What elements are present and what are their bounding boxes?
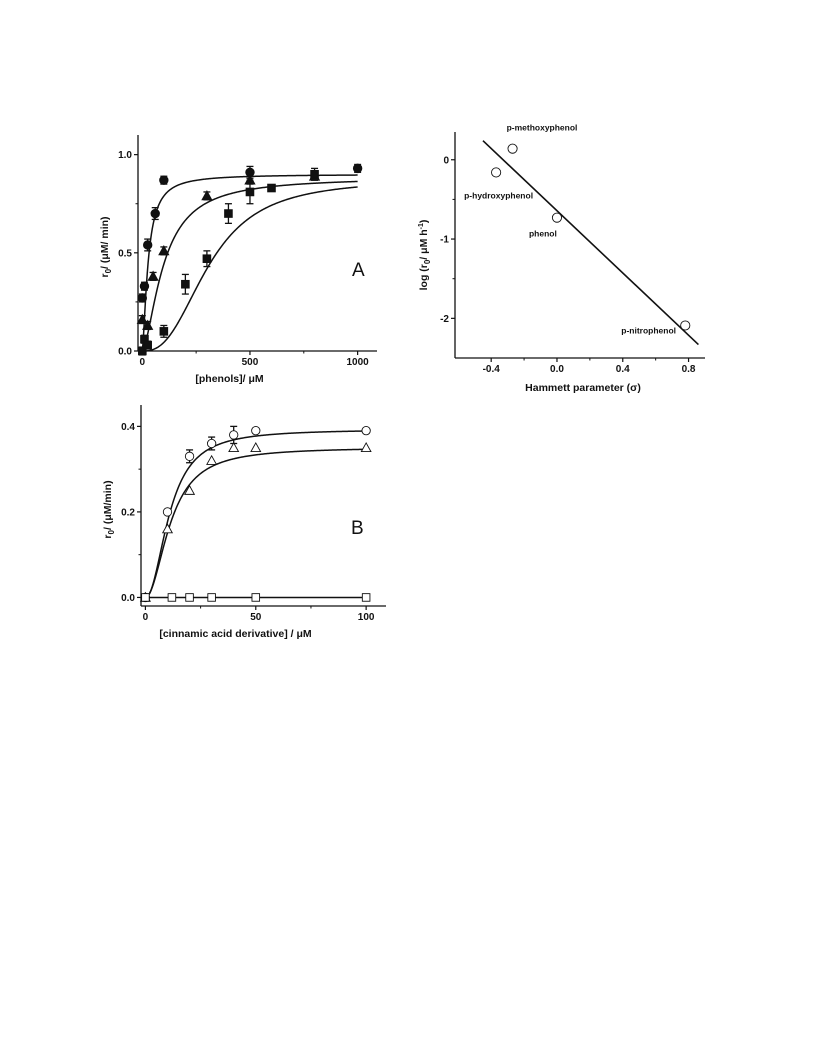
data-point-triangle <box>206 454 218 465</box>
data-point-square <box>159 327 169 336</box>
x-tick-label: 0.4 <box>616 364 630 375</box>
data-point-square <box>143 340 152 350</box>
data-point-circle <box>139 281 150 291</box>
x-tick-label: 0 <box>140 357 146 368</box>
y-tick-label: -1 <box>440 235 449 246</box>
point-label: p-hydroxyphenol <box>464 190 533 200</box>
data-point-triangle <box>161 523 174 534</box>
data-point-circle <box>184 451 195 461</box>
x-tick-label: 50 <box>250 612 262 623</box>
data-point-circle <box>150 208 160 219</box>
data-point-triangle <box>183 484 196 495</box>
data-point-square <box>207 593 216 602</box>
x-tick-label: -0.4 <box>483 364 501 375</box>
point-label: p-methoxyphenol <box>507 123 578 133</box>
data-point-square <box>224 209 233 218</box>
data-point-circle <box>361 426 371 436</box>
data-point-square <box>167 593 177 602</box>
data-point-square <box>202 254 212 264</box>
data-point-circle <box>162 507 173 517</box>
data-point-triangle <box>201 190 213 201</box>
y-tick-label: 1.0 <box>118 150 132 161</box>
y-axis-title: r0/ (μM/ min) <box>99 216 113 277</box>
data-point-circle <box>551 212 563 223</box>
data-point-square <box>181 279 190 289</box>
data-point-triangle <box>228 442 240 453</box>
x-tick-label: 0.0 <box>550 364 564 375</box>
y-tick-label: 0.0 <box>118 347 132 358</box>
chart-panel-b: 0 50 100 0.0 0.2 0.4 [cinnamic acid derivative… <box>102 405 386 640</box>
panel-label-b: B <box>351 518 364 539</box>
data-point-triangle <box>360 442 372 453</box>
fit-curve <box>145 430 367 599</box>
data-point-circle <box>159 175 169 185</box>
y-axis-title: r0/ (μM/min) <box>102 480 116 538</box>
point-label: p-nitrophenol <box>621 325 676 335</box>
data-point-triangle <box>158 245 170 256</box>
x-tick-label: 0 <box>143 612 149 623</box>
data-point-circle <box>206 438 217 449</box>
data-point-square <box>310 169 319 179</box>
y-tick-label: -2 <box>440 314 449 325</box>
data-point-circle <box>507 143 518 154</box>
x-axis-title: [phenols]/ μM <box>195 373 264 385</box>
regression-line <box>482 140 699 346</box>
y-tick-label: 0.2 <box>121 507 135 518</box>
y-tick-label: 0.0 <box>121 593 135 604</box>
data-point-square <box>267 183 276 193</box>
data-point-circle <box>680 320 691 331</box>
x-tick-label: 500 <box>242 357 259 368</box>
data-point-circle <box>137 293 148 303</box>
data-point-circle <box>229 430 239 440</box>
y-tick-label: 0.4 <box>121 422 135 433</box>
data-point-square <box>185 593 194 602</box>
data-point-square <box>141 593 150 602</box>
chart-panel-hammett: -0.4 0.0 0.4 0.8 -2 -1 0 p-methoxyphenol p-hydro… <box>418 123 705 394</box>
data-point-circle <box>491 167 502 178</box>
x-tick-label: 0.8 <box>682 364 696 375</box>
data-point-square <box>251 593 261 602</box>
data-point-triangle <box>250 442 262 453</box>
x-axis-title: [cinnamic acid derivative] / μM <box>159 628 312 640</box>
fit-curve <box>141 180 358 352</box>
x-axis-title: Hammett parameter (σ) <box>525 382 641 394</box>
fit-curve <box>145 448 367 599</box>
y-axis-title: log (r0/ μM h-1) <box>418 220 432 291</box>
data-point-circle <box>251 426 261 436</box>
data-point-circle <box>352 163 363 174</box>
chart-panel-a: 0 500 1000 0.0 0.5 1.0 [phenols]/ μM r0/ (μM/ m… <box>99 135 377 385</box>
data-point-circle <box>142 240 153 250</box>
fit-curve <box>142 186 358 352</box>
x-tick-label: 1000 <box>346 357 369 368</box>
data-point-square <box>361 593 371 602</box>
data-point-triangle <box>147 270 159 281</box>
data-point-square <box>245 187 255 197</box>
panel-label-a: A <box>352 260 365 281</box>
point-label: phenol <box>529 229 557 239</box>
data-point-square <box>138 346 147 356</box>
x-tick-label: 100 <box>358 612 375 623</box>
y-tick-label: 0 <box>443 155 449 166</box>
data-point-triangle <box>142 319 154 330</box>
y-tick-label: 0.5 <box>118 248 132 259</box>
